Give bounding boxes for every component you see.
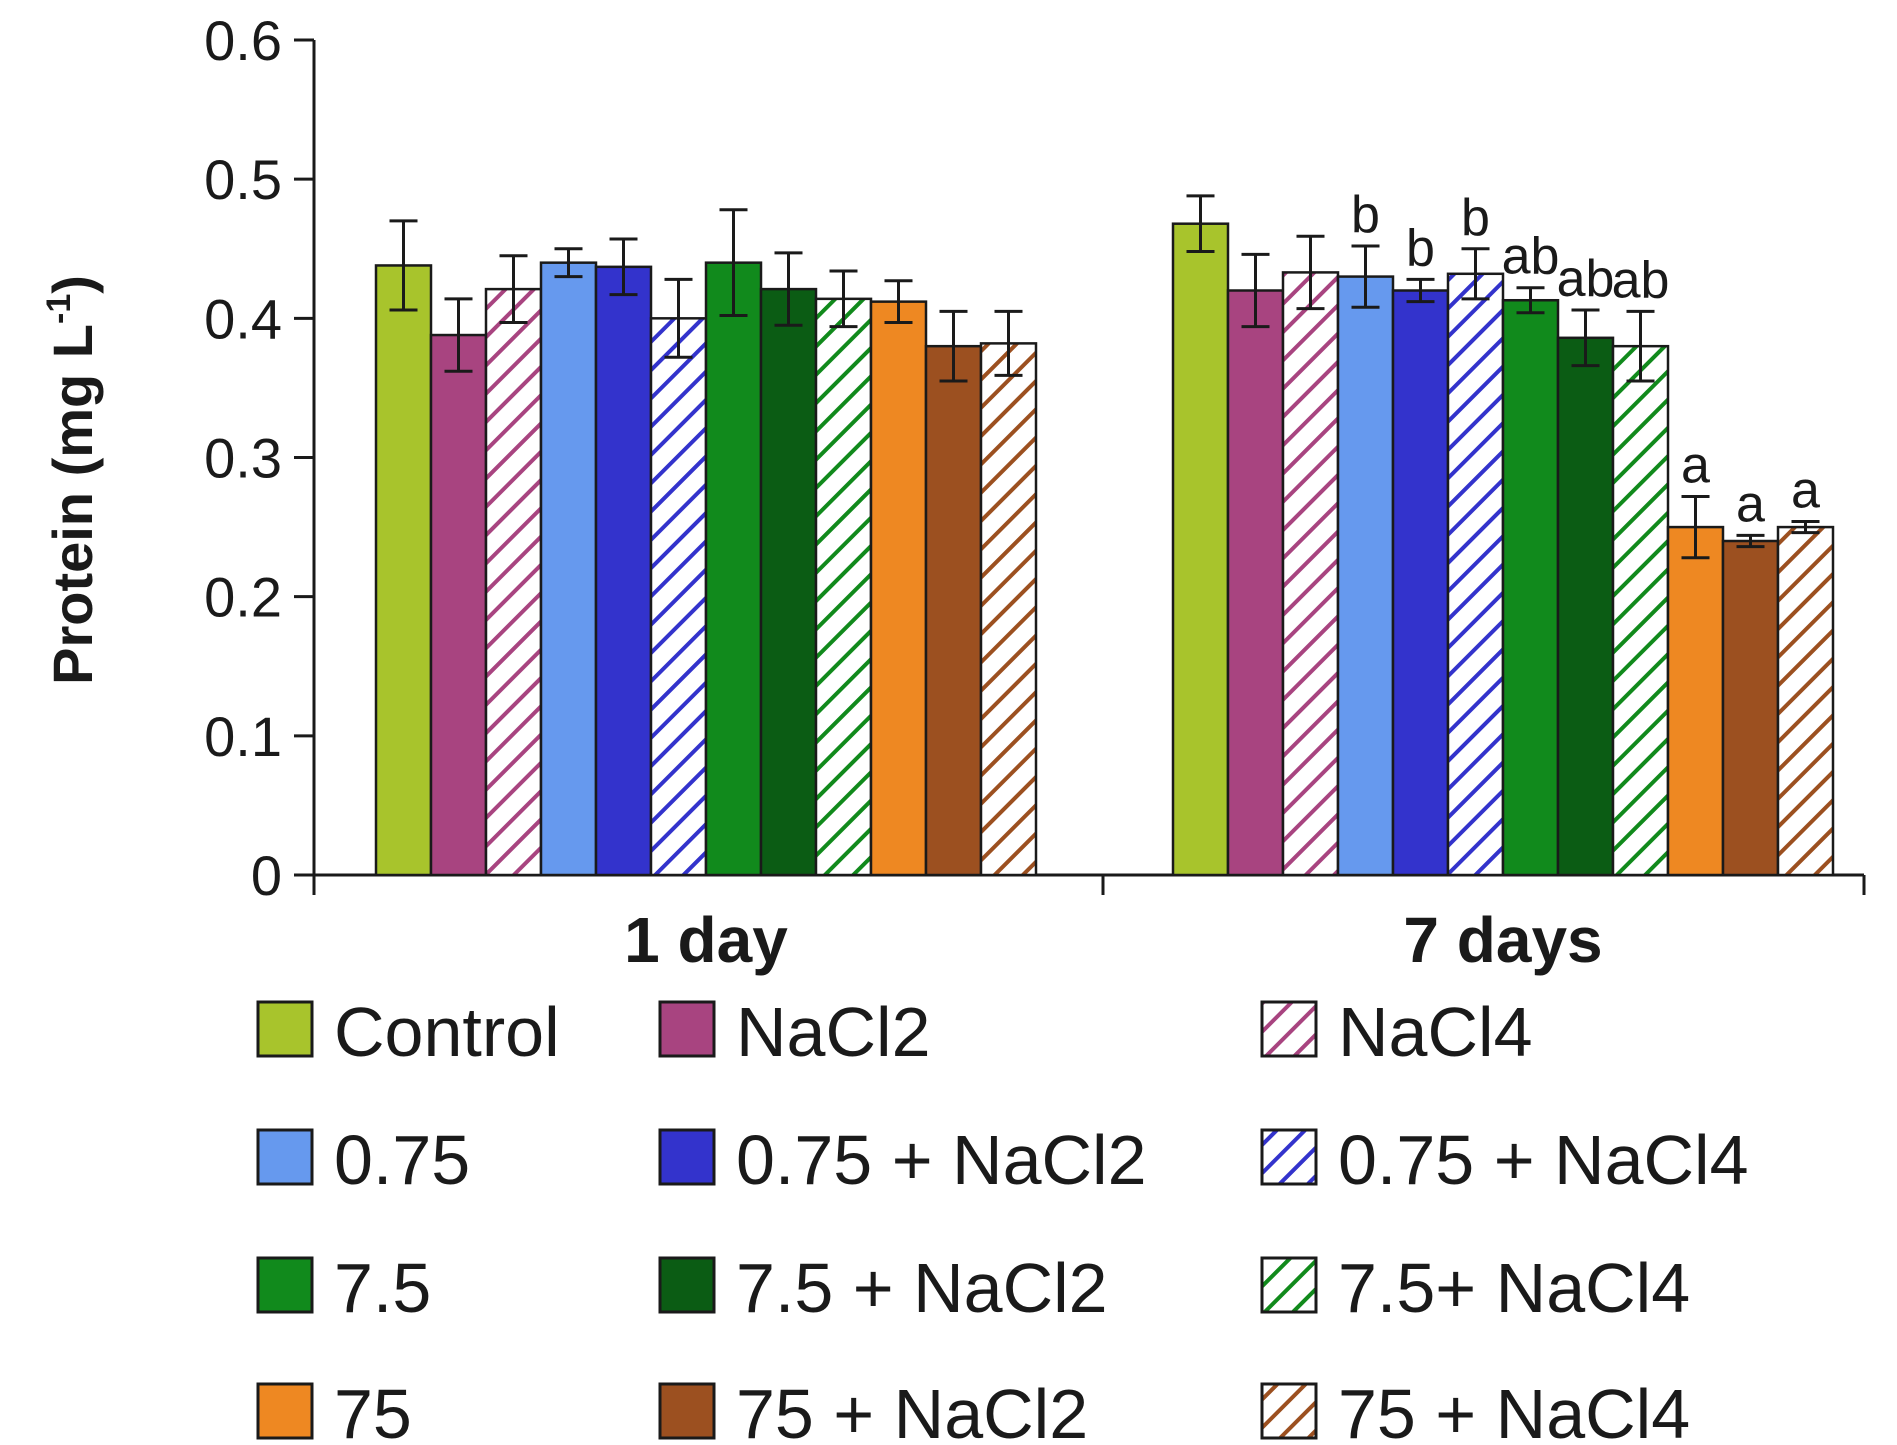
y-tick-label: 0.5 xyxy=(204,148,282,211)
bar xyxy=(1556,336,1615,877)
y-axis-title-superscript: -1 xyxy=(40,294,78,324)
legend-swatch xyxy=(1260,1128,1318,1186)
x-category-label: 7 days xyxy=(1403,904,1602,976)
significance-label: b xyxy=(1461,189,1490,247)
significance-label: ab xyxy=(1557,250,1615,308)
significance-label: a xyxy=(1681,436,1710,494)
y-tick-label: 0.2 xyxy=(204,566,282,629)
significance-label: b xyxy=(1406,219,1435,277)
bar xyxy=(539,261,598,877)
y-axis-title-close: ) xyxy=(41,275,104,294)
legend-label: 7.5+ NaCl4 xyxy=(1338,1249,1690,1327)
bar xyxy=(429,333,488,877)
y-axis-title-main: Protein (mg L xyxy=(41,324,104,685)
legend-swatch xyxy=(658,1128,716,1186)
y-tick-label: 0.1 xyxy=(204,705,282,768)
legend-swatch xyxy=(658,1000,716,1058)
legend-label: 75 + NaCl4 xyxy=(1338,1375,1690,1445)
significance-label: a xyxy=(1736,475,1765,533)
legend-label: NaCl2 xyxy=(736,993,931,1071)
legend-swatch xyxy=(256,1000,314,1058)
bar xyxy=(649,317,708,877)
y-tick-label: 0.6 xyxy=(204,9,282,72)
significance-label: b xyxy=(1351,186,1380,244)
bars xyxy=(374,222,1835,877)
bar xyxy=(1776,525,1835,877)
x-ticks xyxy=(312,875,1866,895)
legend-swatch xyxy=(658,1256,716,1314)
significance-label: ab xyxy=(1502,228,1560,286)
bar xyxy=(1281,271,1340,877)
legend: Control NaCl2 NaCl4 0.75 0.75 + NaCl2 0.75 + … xyxy=(256,993,1749,1445)
legend-label: 75 xyxy=(334,1375,412,1445)
bar xyxy=(1226,289,1285,877)
error-bars xyxy=(389,194,1820,560)
legend-label: Control xyxy=(334,993,560,1071)
y-axis-title: Protein (mg L-1) xyxy=(40,275,104,685)
y-tick-label: 0.3 xyxy=(204,427,282,490)
legend-swatch xyxy=(256,1256,314,1314)
legend-label: 0.75 + NaCl4 xyxy=(1338,1121,1749,1199)
bar xyxy=(1666,525,1725,877)
bar xyxy=(979,342,1038,877)
bar xyxy=(374,264,433,877)
bar xyxy=(1501,298,1560,877)
legend-label: 0.75 xyxy=(334,1121,470,1199)
significance-label: a xyxy=(1791,462,1820,520)
bar xyxy=(1336,275,1395,877)
legend-swatch xyxy=(256,1128,314,1186)
bar xyxy=(704,261,763,877)
bar xyxy=(484,287,543,877)
bar xyxy=(1721,539,1780,877)
group-labels: 1 day 7 days xyxy=(624,904,1602,976)
legend-swatch xyxy=(658,1382,716,1440)
legend-label: 7.5 xyxy=(334,1249,431,1327)
bar xyxy=(1611,344,1670,877)
legend-label: NaCl4 xyxy=(1338,993,1533,1071)
significance-label: ab xyxy=(1612,251,1670,309)
bar xyxy=(759,287,818,877)
bar xyxy=(594,265,653,877)
x-category-label: 1 day xyxy=(624,904,788,976)
bar xyxy=(869,300,928,877)
y-tick-label: 0 xyxy=(251,844,282,907)
legend-label: 75 + NaCl2 xyxy=(736,1375,1088,1445)
legend-swatch xyxy=(1260,1382,1318,1440)
legend-label: 0.75 + NaCl2 xyxy=(736,1121,1147,1199)
bar xyxy=(1446,272,1505,877)
y-ticks: 0 0.1 0.2 0.3 0.4 0.5 0.6 xyxy=(204,9,314,907)
legend-label: 7.5 + NaCl2 xyxy=(736,1249,1108,1327)
legend-swatch xyxy=(1260,1256,1318,1314)
bar xyxy=(814,297,873,877)
bar xyxy=(1391,289,1450,877)
bar xyxy=(1171,222,1230,877)
legend-swatch xyxy=(256,1382,314,1440)
y-tick-label: 0.4 xyxy=(204,287,282,350)
legend-swatch xyxy=(1260,1000,1318,1058)
bar xyxy=(924,344,983,877)
